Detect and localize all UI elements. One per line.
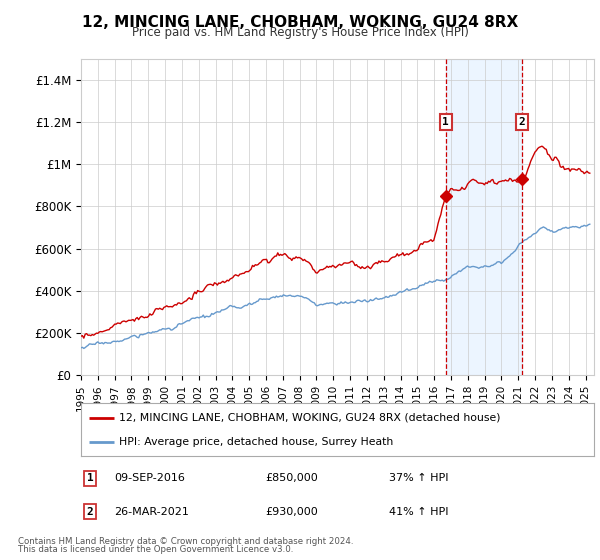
Text: 09-SEP-2016: 09-SEP-2016 xyxy=(115,473,185,483)
Text: Contains HM Land Registry data © Crown copyright and database right 2024.: Contains HM Land Registry data © Crown c… xyxy=(18,537,353,546)
Text: HPI: Average price, detached house, Surrey Heath: HPI: Average price, detached house, Surr… xyxy=(119,437,394,447)
Text: 2: 2 xyxy=(87,507,94,517)
Text: 26-MAR-2021: 26-MAR-2021 xyxy=(115,507,189,517)
Text: 12, MINCING LANE, CHOBHAM, WOKING, GU24 8RX: 12, MINCING LANE, CHOBHAM, WOKING, GU24 … xyxy=(82,15,518,30)
Text: 1: 1 xyxy=(87,473,94,483)
Text: 37% ↑ HPI: 37% ↑ HPI xyxy=(389,473,448,483)
Text: 41% ↑ HPI: 41% ↑ HPI xyxy=(389,507,448,517)
Text: 1: 1 xyxy=(442,117,449,127)
Text: £930,000: £930,000 xyxy=(266,507,319,517)
Bar xyxy=(446,59,522,375)
Text: £850,000: £850,000 xyxy=(266,473,319,483)
Text: Price paid vs. HM Land Registry's House Price Index (HPI): Price paid vs. HM Land Registry's House … xyxy=(131,26,469,39)
Text: 12, MINCING LANE, CHOBHAM, WOKING, GU24 8RX (detached house): 12, MINCING LANE, CHOBHAM, WOKING, GU24 … xyxy=(119,413,501,423)
Text: 2: 2 xyxy=(519,117,526,127)
Text: This data is licensed under the Open Government Licence v3.0.: This data is licensed under the Open Gov… xyxy=(18,545,293,554)
